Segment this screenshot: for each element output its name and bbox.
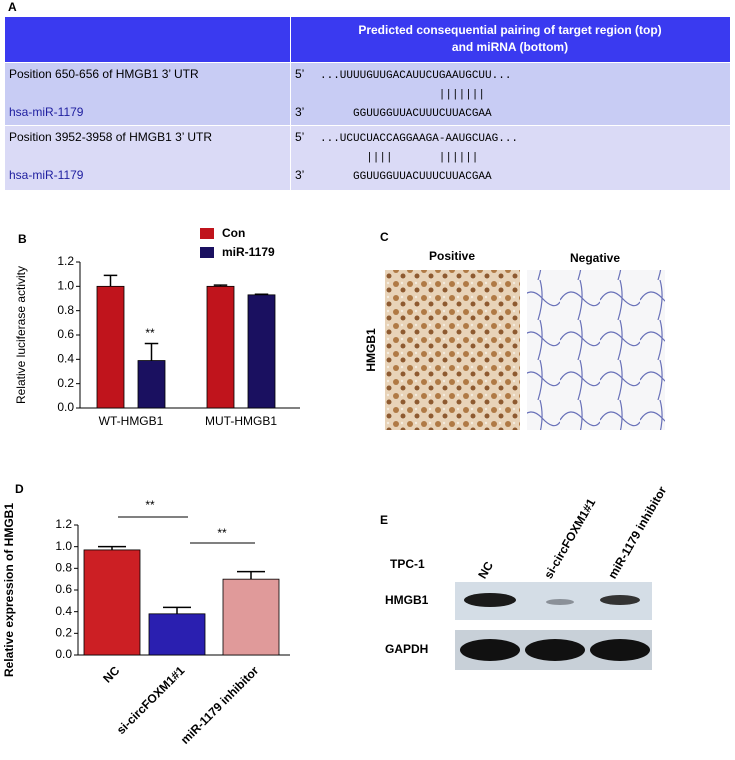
- pairing: |||||||: [439, 89, 485, 101]
- x-tick-label: NC: [100, 663, 122, 685]
- y-tick-label: 0.6: [55, 582, 72, 596]
- y-tick-label: 1.0: [55, 539, 72, 553]
- protein-label: HMGB1: [385, 593, 429, 607]
- header-cell: [291, 17, 730, 62]
- significance: **: [217, 526, 227, 540]
- mirna-seq: GGUUGGUUACUUUCUUACGAA: [353, 171, 492, 183]
- header-text: Predicted consequential pairing of targe…: [358, 23, 661, 37]
- mirna-name: hsa-miR-1179: [9, 168, 84, 182]
- bar: [247, 294, 276, 409]
- row-cell: [5, 126, 290, 190]
- row-cell: [291, 126, 730, 190]
- y-tick-label: 0.2: [55, 626, 72, 640]
- lane-label: miR-1179 inhibitor: [605, 484, 669, 581]
- y-tick-label: 0.8: [55, 561, 72, 575]
- pairing: |||| ||||||: [366, 152, 478, 164]
- band: [546, 599, 574, 605]
- prime-label: 3’: [295, 105, 304, 119]
- panel-label: D: [15, 482, 24, 496]
- mirna-name: hsa-miR-1179: [9, 105, 84, 119]
- row-cell: [5, 63, 290, 125]
- band: [464, 593, 516, 607]
- cell-line: TPC-1: [390, 557, 425, 571]
- prime-label: 5’: [295, 130, 304, 144]
- x-tick-label: MUT-HMGB1: [205, 414, 277, 428]
- legend-swatch: [200, 247, 214, 258]
- x-tick-label: miR-1179 inhibitor: [178, 663, 262, 747]
- column-label: Negative: [570, 251, 620, 265]
- band: [590, 639, 650, 661]
- y-axis-label: Relative luciferase activity: [14, 266, 28, 404]
- panel-label: E: [380, 513, 388, 527]
- position-label: Position 3952-3958 of HMGB1 3’ UTR: [9, 130, 212, 144]
- bar: [148, 613, 206, 656]
- legend-label: Con: [222, 226, 245, 240]
- y-tick-label: 0.2: [57, 376, 74, 390]
- bar: [96, 285, 125, 409]
- row-label: HMGB1: [364, 328, 378, 372]
- prime-label: 5’: [295, 67, 304, 81]
- y-tick-label: 1.2: [55, 517, 72, 531]
- band: [525, 639, 585, 661]
- bar: [206, 285, 235, 409]
- y-axis-label: Relative expression of HMGB1: [2, 503, 16, 677]
- lane-label: NC: [475, 559, 496, 581]
- prime-label: 3’: [295, 168, 304, 182]
- header-cell: [5, 17, 290, 62]
- protein-label: GAPDH: [385, 642, 428, 656]
- y-tick-label: 1.2: [57, 254, 74, 268]
- header-text: and miRNA (bottom): [452, 40, 568, 54]
- y-tick-label: 0.6: [57, 327, 74, 341]
- position-label: Position 650-656 of HMGB1 3’ UTR: [9, 67, 199, 81]
- ihc-image: [527, 270, 665, 430]
- y-tick-label: 0.4: [57, 352, 74, 366]
- legend-label: miR-1179: [222, 245, 275, 259]
- x-tick-label: WT-HMGB1: [99, 414, 164, 428]
- bar: [83, 549, 141, 656]
- ihc-image: [385, 270, 520, 430]
- row-cell: [291, 63, 730, 125]
- legend-swatch: [200, 228, 214, 239]
- panel-label: C: [380, 230, 389, 244]
- y-tick-label: 1.0: [57, 279, 74, 293]
- significance: **: [145, 498, 155, 512]
- panel-label: B: [18, 232, 27, 246]
- y-tick-label: 0.4: [55, 604, 72, 618]
- bar: [137, 360, 166, 409]
- lane-label: si-circFOXM1#1: [541, 496, 598, 581]
- column-label: Positive: [429, 249, 475, 263]
- target-seq: ...UUUUGUUGACAUUCUGAAUGCUU...: [320, 70, 511, 82]
- x-tick-label: si-circFOXM1#1: [114, 663, 188, 737]
- band: [460, 639, 520, 661]
- y-tick-label: 0.8: [57, 303, 74, 317]
- target-seq: ...UCUCUACCAGGAAGA-AAUGCUAG...: [320, 133, 518, 145]
- bar: [222, 578, 280, 656]
- y-tick-label: 0.0: [55, 647, 72, 661]
- y-tick-label: 0.0: [57, 400, 74, 414]
- significance: **: [145, 326, 155, 340]
- band: [600, 595, 640, 605]
- panel-label: A: [8, 0, 17, 14]
- mirna-seq: GGUUGGUUACUUUCUUACGAA: [353, 108, 492, 120]
